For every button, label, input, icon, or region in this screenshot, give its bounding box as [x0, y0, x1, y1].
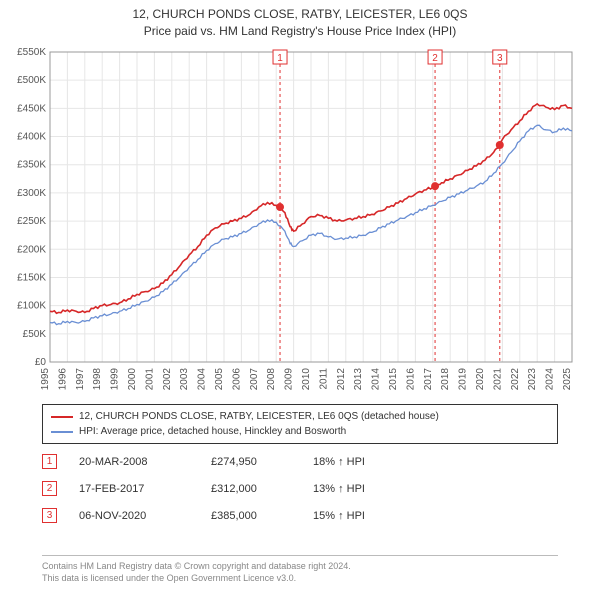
footer-line: This data is licensed under the Open Gov… — [42, 572, 558, 584]
svg-text:2008: 2008 — [266, 368, 277, 391]
svg-text:£350K: £350K — [17, 160, 46, 171]
svg-text:2005: 2005 — [214, 368, 225, 391]
svg-text:£550K: £550K — [17, 47, 46, 58]
event-date: 06-NOV-2020 — [79, 510, 189, 522]
svg-text:£450K: £450K — [17, 103, 46, 114]
svg-text:2017: 2017 — [423, 368, 434, 391]
svg-text:£200K: £200K — [17, 244, 46, 255]
svg-text:1998: 1998 — [92, 368, 103, 391]
svg-text:2018: 2018 — [440, 368, 451, 391]
svg-text:2011: 2011 — [318, 368, 329, 390]
title-subtitle: Price paid vs. HM Land Registry's House … — [0, 23, 600, 40]
legend-row: 12, CHURCH PONDS CLOSE, RATBY, LEICESTER… — [51, 409, 549, 424]
event-badge: 2 — [42, 481, 57, 496]
svg-text:2000: 2000 — [127, 368, 138, 391]
event-price: £312,000 — [211, 483, 291, 495]
svg-text:2003: 2003 — [179, 368, 190, 391]
event-badge: 1 — [42, 454, 57, 469]
event-diff: 13% ↑ HPI — [313, 483, 558, 495]
legend-label: 12, CHURCH PONDS CLOSE, RATBY, LEICESTER… — [79, 409, 439, 424]
event-diff: 15% ↑ HPI — [313, 510, 558, 522]
svg-text:2015: 2015 — [388, 368, 399, 391]
svg-text:2010: 2010 — [301, 368, 312, 391]
svg-text:2022: 2022 — [510, 368, 521, 391]
event-row: 2 17-FEB-2017 £312,000 13% ↑ HPI — [42, 475, 558, 502]
svg-text:2002: 2002 — [162, 368, 173, 391]
svg-text:2021: 2021 — [492, 368, 503, 391]
event-badge: 3 — [42, 508, 57, 523]
svg-text:2006: 2006 — [231, 368, 242, 391]
svg-text:£400K: £400K — [17, 132, 46, 143]
svg-text:1995: 1995 — [40, 368, 51, 391]
svg-text:1999: 1999 — [110, 368, 121, 391]
svg-text:1996: 1996 — [57, 368, 68, 391]
svg-text:£50K: £50K — [23, 329, 47, 340]
event-price: £385,000 — [211, 510, 291, 522]
title-address: 12, CHURCH PONDS CLOSE, RATBY, LEICESTER… — [0, 6, 600, 23]
svg-text:2024: 2024 — [545, 368, 556, 391]
svg-text:2019: 2019 — [458, 368, 469, 391]
svg-text:£500K: £500K — [17, 75, 46, 86]
legend-swatch — [51, 431, 73, 433]
svg-text:3: 3 — [497, 53, 503, 64]
svg-text:£150K: £150K — [17, 272, 46, 283]
event-diff: 18% ↑ HPI — [313, 456, 558, 468]
svg-text:2001: 2001 — [144, 368, 155, 391]
svg-text:2023: 2023 — [527, 368, 538, 391]
svg-text:1997: 1997 — [75, 368, 86, 391]
chart-area: £0 £50K £100K £150K £200K £250K £300K £350K £400… — [10, 44, 590, 394]
svg-text:2014: 2014 — [371, 368, 382, 391]
chart-container: 12, CHURCH PONDS CLOSE, RATBY, LEICESTER… — [0, 0, 600, 590]
title-block: 12, CHURCH PONDS CLOSE, RATBY, LEICESTER… — [0, 0, 600, 40]
svg-text:2004: 2004 — [197, 368, 208, 391]
events-table: 1 20-MAR-2008 £274,950 18% ↑ HPI 2 17-FE… — [42, 448, 558, 529]
svg-text:2: 2 — [432, 53, 438, 64]
svg-text:2020: 2020 — [475, 368, 486, 391]
svg-text:2012: 2012 — [336, 368, 347, 391]
event-row: 3 06-NOV-2020 £385,000 15% ↑ HPI — [42, 502, 558, 529]
svg-text:2007: 2007 — [249, 368, 260, 391]
footer-line: Contains HM Land Registry data © Crown c… — [42, 560, 558, 572]
svg-text:£250K: £250K — [17, 216, 46, 227]
legend-label: HPI: Average price, detached house, Hinc… — [79, 424, 346, 439]
legend-box: 12, CHURCH PONDS CLOSE, RATBY, LEICESTER… — [42, 404, 558, 444]
svg-text:2016: 2016 — [405, 368, 416, 391]
event-price: £274,950 — [211, 456, 291, 468]
legend-row: HPI: Average price, detached house, Hinc… — [51, 424, 549, 439]
event-row: 1 20-MAR-2008 £274,950 18% ↑ HPI — [42, 448, 558, 475]
chart-svg: £0 £50K £100K £150K £200K £250K £300K £350K £400… — [10, 44, 590, 394]
svg-text:1: 1 — [277, 53, 283, 64]
svg-text:2025: 2025 — [562, 368, 573, 391]
svg-text:2009: 2009 — [284, 368, 295, 391]
svg-text:£0: £0 — [35, 357, 47, 368]
footer-attribution: Contains HM Land Registry data © Crown c… — [42, 555, 558, 584]
event-date: 20-MAR-2008 — [79, 456, 189, 468]
event-date: 17-FEB-2017 — [79, 483, 189, 495]
svg-text:2013: 2013 — [353, 368, 364, 391]
svg-text:£100K: £100K — [17, 301, 46, 312]
svg-text:£300K: £300K — [17, 188, 46, 199]
legend-swatch — [51, 416, 73, 418]
